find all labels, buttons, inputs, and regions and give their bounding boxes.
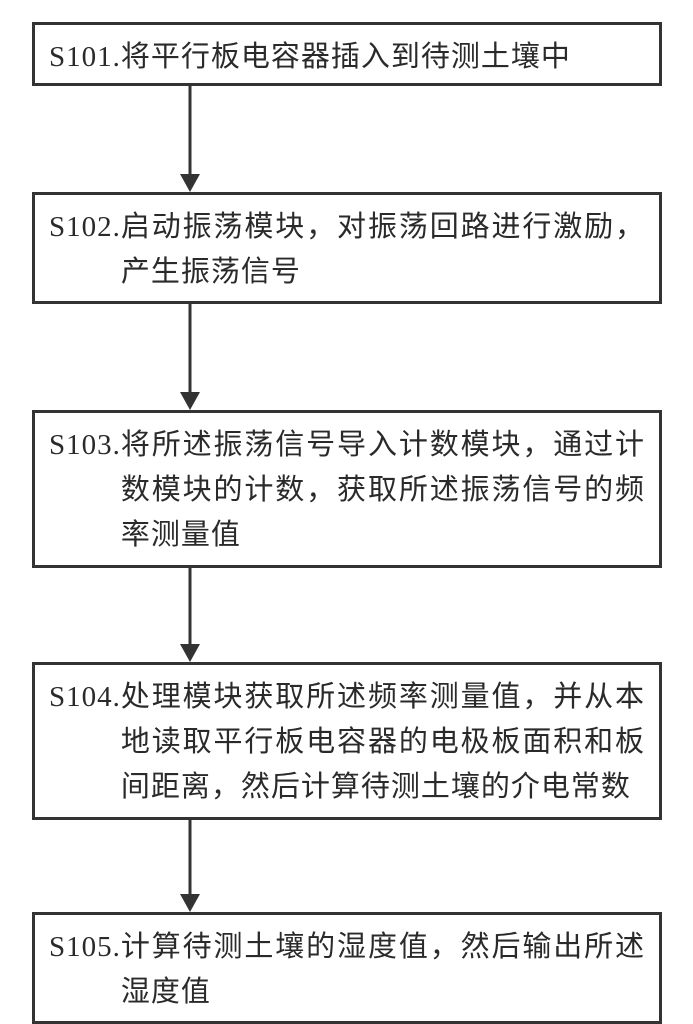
- step-label: S104.: [49, 675, 121, 720]
- arrow-head-icon: [180, 174, 200, 192]
- step-text: 启动振荡模块，对振荡回路进行激励，产生振荡信号: [121, 205, 645, 295]
- flow-step-s102: S102. 启动振荡模块，对振荡回路进行激励，产生振荡信号: [32, 192, 662, 304]
- step-label: S102.: [49, 205, 121, 250]
- step-label: S103.: [49, 423, 121, 468]
- step-text: 将平行板电容器插入到待测土壤中: [121, 35, 645, 80]
- flow-step-s103: S103. 将所述振荡信号导入计数模块，通过计数模块的计数，获取所述振荡信号的频…: [32, 410, 662, 568]
- arrow-shaft: [189, 820, 192, 894]
- arrow-shaft: [189, 568, 192, 644]
- step-text: 处理模块获取所述频率测量值，并从本地读取平行板电容器的电极板面积和板间距离，然后…: [121, 675, 645, 810]
- flow-step-s105: S105. 计算待测土壤的湿度值，然后输出所述湿度值: [32, 912, 662, 1024]
- flow-step-s101: S101. 将平行板电容器插入到待测土壤中: [32, 22, 662, 86]
- flowchart-canvas: S101. 将平行板电容器插入到待测土壤中 S102. 启动振荡模块，对振荡回路…: [0, 0, 693, 1000]
- arrow-head-icon: [180, 392, 200, 410]
- flow-step-s104: S104. 处理模块获取所述频率测量值，并从本地读取平行板电容器的电极板面积和板…: [32, 662, 662, 820]
- arrow-shaft: [189, 304, 192, 392]
- arrow-head-icon: [180, 894, 200, 912]
- step-label: S105.: [49, 925, 121, 970]
- arrow-shaft: [189, 86, 192, 174]
- step-text: 计算待测土壤的湿度值，然后输出所述湿度值: [121, 925, 645, 1015]
- arrow-head-icon: [180, 644, 200, 662]
- step-label: S101.: [49, 35, 121, 80]
- step-text: 将所述振荡信号导入计数模块，通过计数模块的计数，获取所述振荡信号的频率测量值: [121, 423, 645, 558]
